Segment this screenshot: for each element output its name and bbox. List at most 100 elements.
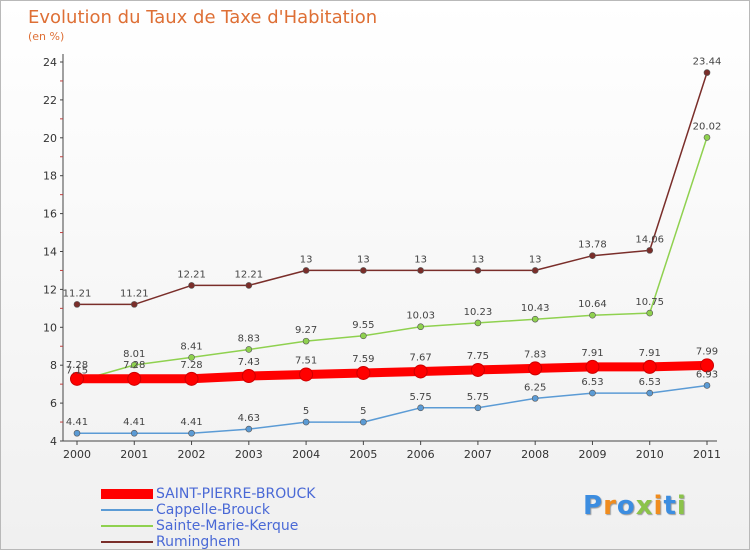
data-point [531,395,539,402]
x-tick-label: 2008 [521,448,549,461]
data-label: 7.51 [295,355,317,366]
y-unit-label: (en %) [28,30,65,43]
data-point [188,282,195,289]
series-line-saint-pierre-brouck [77,360,708,384]
data-point [474,319,482,327]
data-point [73,301,81,308]
series-line-ruminghem [77,72,708,306]
data-label: 7.67 [410,352,432,363]
data-label: 5 [303,406,309,417]
x-tick-label: 2003 [235,448,263,461]
data-label: 14.06 [635,234,664,245]
data-point [700,358,714,373]
x-tick-label: 2010 [636,448,664,461]
data-label: 7.91 [581,348,603,359]
data-label: 4.41 [123,417,145,428]
data-point [360,418,367,426]
y-tick-label: 8 [50,359,57,372]
y-tick-label: 4 [50,435,57,448]
logo-letter: P [583,491,604,521]
data-point [360,267,367,274]
y-tick-label: 16 [43,208,57,221]
y-tick-label: 24 [43,56,57,69]
legend-swatch [101,509,153,511]
data-label: 13 [472,254,485,265]
legend-label: Sainte-Marie-Kerque [156,518,299,534]
data-label: 13 [529,254,542,265]
x-tick-label: 2002 [178,448,206,461]
x-tick-label: 2011 [693,448,721,461]
y-tick-label: 20 [43,132,57,145]
logo-letter: i [676,491,687,521]
data-point [73,429,81,437]
data-point [302,418,310,426]
data-point [130,361,138,369]
y-tick-label: 10 [43,321,57,334]
data-point [474,267,482,274]
data-point [127,371,142,386]
logo-letter: o [616,491,636,521]
data-point [302,337,310,345]
x-tick-label: 2001 [120,448,148,461]
data-point [188,429,195,437]
y-tick-label: 12 [43,283,57,296]
data-point [188,354,195,361]
data-label: 12.21 [234,269,263,280]
legend-label: Cappelle-Brouck [156,502,270,518]
data-point [360,332,367,340]
legend-label: SAINT-PIERRE-BROUCK [156,486,316,502]
data-point [302,267,310,274]
data-label: 6.53 [639,377,661,388]
data-point [241,369,256,384]
data-label: 23.44 [693,57,722,68]
data-label: 10.64 [578,299,607,310]
data-point [585,359,600,374]
legend-swatch [101,489,153,499]
data-label: 10.43 [521,303,550,314]
chart-title: Evolution du Taux de Taxe d'Habitation [28,7,378,28]
data-label: 8.41 [180,341,202,352]
data-point [245,346,253,353]
data-label: 11.21 [120,288,149,299]
y-tick-label: 14 [43,246,57,259]
data-label: 5 [360,406,366,417]
data-point [646,247,654,254]
data-label: 7.91 [639,348,661,359]
y-tick-label: 6 [50,397,57,410]
data-point [646,309,654,317]
data-point [356,365,371,380]
proxiti-logo: Proxiti [583,491,687,521]
data-label: 8.83 [238,333,260,344]
data-point [589,311,596,319]
data-point [703,382,711,389]
data-label: 13 [357,254,370,265]
legend-swatch [101,541,153,543]
legend-item: SAINT-PIERRE-BROUCK [101,486,315,502]
legend-item: Cappelle-Brouck [101,502,315,518]
series-line-sainte-marie-kerque [76,137,708,383]
data-label: 6.25 [524,382,546,393]
y-tick-label: 22 [43,94,57,107]
data-label: 7.15 [66,365,88,376]
legend-item: Ruminghem [101,534,315,550]
data-point [703,69,711,76]
data-label: 7.99 [696,346,718,357]
data-label: 13 [414,254,427,265]
data-label: 4.41 [66,417,88,428]
x-tick-label: 2005 [349,448,377,461]
data-point [184,371,199,386]
data-label: 7.75 [467,351,489,362]
data-point [474,404,482,412]
data-label: 4.41 [180,417,202,428]
data-point [470,362,485,377]
data-label: 10.23 [464,307,493,318]
data-label: 13 [300,254,313,265]
logo-letter: r [603,491,617,521]
data-point [528,361,543,376]
legend-label: Ruminghem [156,534,241,550]
data-label: 9.27 [295,325,317,336]
data-label: 7.59 [352,354,374,365]
legend-swatch [101,525,153,527]
